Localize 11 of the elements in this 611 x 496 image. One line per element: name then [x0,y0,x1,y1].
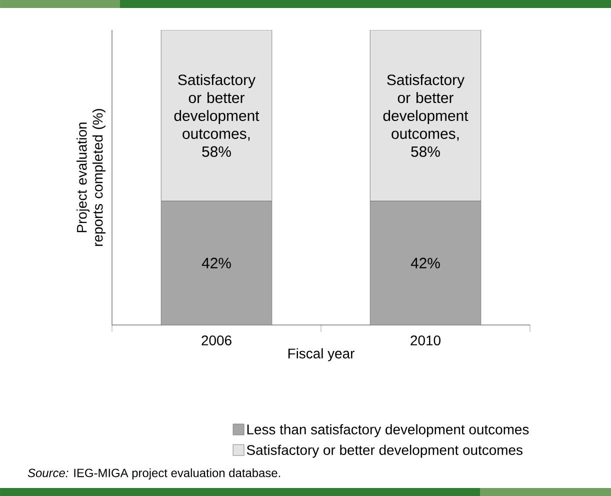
y-axis-title: Project evaluation reports completed (%) [76,109,106,246]
data-label: 42% [202,258,231,268]
data-label: Satisfactory or better development outcomes, 58% [174,74,260,157]
legend-label: Satisfactory or better development outcomes [246,444,522,458]
x-axis-title: Fiscal year [288,348,354,362]
data-label: Satisfactory or better development outcomes, 58% [383,74,468,157]
data-label: 42% [410,258,440,268]
x-tick-label: 2006 [202,335,232,346]
text: Source: IEG-MIGA project evaluation database. [28,468,280,480]
x-tick-label: 2010 [410,335,440,346]
legend-label: Less than satisfactory development outcomes [247,424,529,438]
